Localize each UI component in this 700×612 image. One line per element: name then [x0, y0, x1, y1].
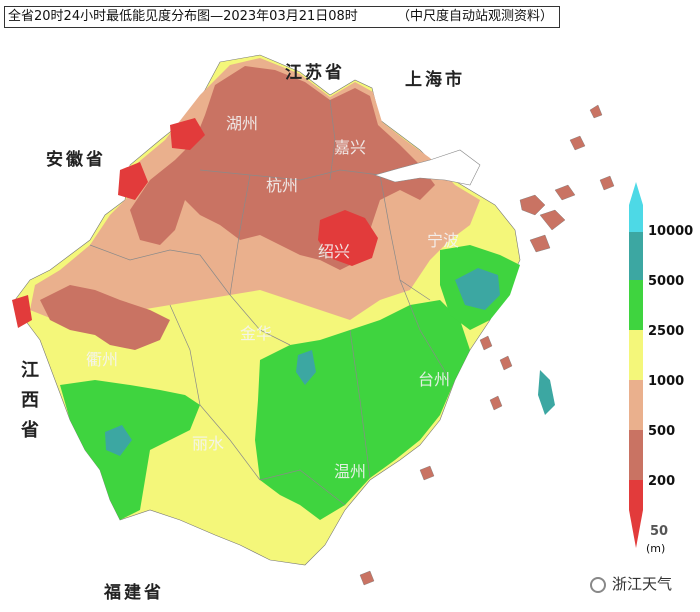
region-label-jiangxi: 江西省 [20, 356, 40, 448]
legend-unit: (m) [646, 542, 666, 555]
zone-50-huzhou-west [170, 118, 205, 150]
watermark: 浙江天气 [590, 573, 672, 594]
zone-5000-center [296, 350, 316, 385]
legend-swatch-500 [629, 380, 643, 430]
zone-50-hangzhou [318, 210, 378, 266]
city-label-ningbo: 宁波 [427, 231, 460, 250]
city-label-jiaxing: 嘉兴 [334, 138, 367, 157]
legend-swatch-2500 [629, 280, 643, 330]
legend-swatch-5000 [629, 232, 643, 280]
city-boundaries [89, 99, 451, 506]
zone-5000-west [105, 425, 132, 456]
hangzhou-bay [374, 149, 481, 186]
legend-label-50: 50 [650, 524, 669, 539]
zone-5000-ningbo [455, 268, 500, 310]
legend-label-2500: 2500 [648, 324, 685, 339]
region-label-jiangsu: 江苏省 [285, 63, 345, 83]
legend-swatch-200 [629, 430, 643, 480]
map-title-source: （中尺度自动站观测资料） [396, 9, 553, 24]
watermark-text: 浙江天气 [612, 575, 673, 593]
city-label-wenzhou: 温州 [334, 462, 367, 481]
region-label-anhui: 安徽省 [46, 150, 106, 170]
legend-label-200: 200 [648, 474, 676, 489]
legend-swatch-1000 [629, 330, 643, 380]
legend-bar [629, 182, 643, 548]
region-label-fujian: 福建省 [104, 583, 164, 603]
map-title: 全省20时24小时最低能见度分布图—2023年03月21日08时 （中尺度自动站… [4, 6, 560, 28]
region-label-jiangxi-text: 江西省 [21, 360, 39, 441]
city-label-hangzhou: 杭州 [266, 176, 299, 195]
legend-swatch-10000 [629, 182, 643, 232]
islands [359, 104, 615, 586]
city-label-huzhou: 湖州 [226, 114, 259, 133]
zone-2500-southwest [60, 380, 200, 520]
legend-swatch-50 [629, 480, 643, 548]
wechat-icon [590, 577, 606, 593]
city-label-taizhou: 台州 [418, 370, 451, 389]
map-title-main: 全省20时24小时最低能见度分布图—2023年03月21日08时 [8, 9, 358, 24]
legend-label-1000: 1000 [648, 374, 685, 389]
region-label-shanghai: 上海市 [405, 70, 465, 90]
zone-200-west [40, 285, 170, 350]
city-label-quzhou: 衢州 [86, 350, 119, 369]
city-label-lishui: 丽水 [192, 434, 225, 453]
city-label-shaoxing: 绍兴 [318, 242, 351, 261]
zone-50-anji [118, 162, 148, 200]
zone-5000-taizhou [538, 370, 555, 415]
zone-50-west-edge [12, 295, 32, 328]
legend-label-10000: 10000 [648, 224, 694, 239]
legend-label-500: 500 [648, 424, 676, 439]
city-label-jinhua: 金华 [240, 324, 273, 343]
legend-label-5000: 5000 [648, 274, 685, 289]
